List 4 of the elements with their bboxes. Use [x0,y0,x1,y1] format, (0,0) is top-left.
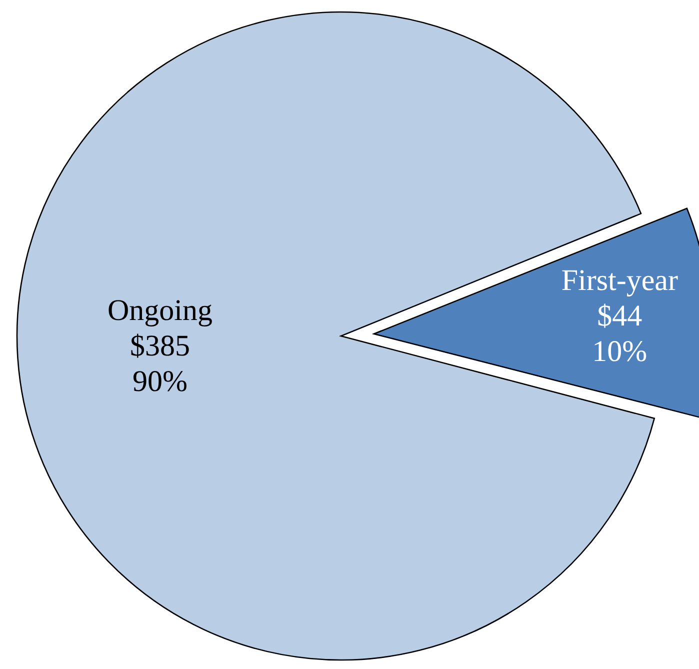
slice-label: First-year [561,264,678,298]
data-label: $385 90% [130,330,190,398]
slice-label: Ongoing [107,294,212,328]
data-label: $44 10% [592,300,648,368]
